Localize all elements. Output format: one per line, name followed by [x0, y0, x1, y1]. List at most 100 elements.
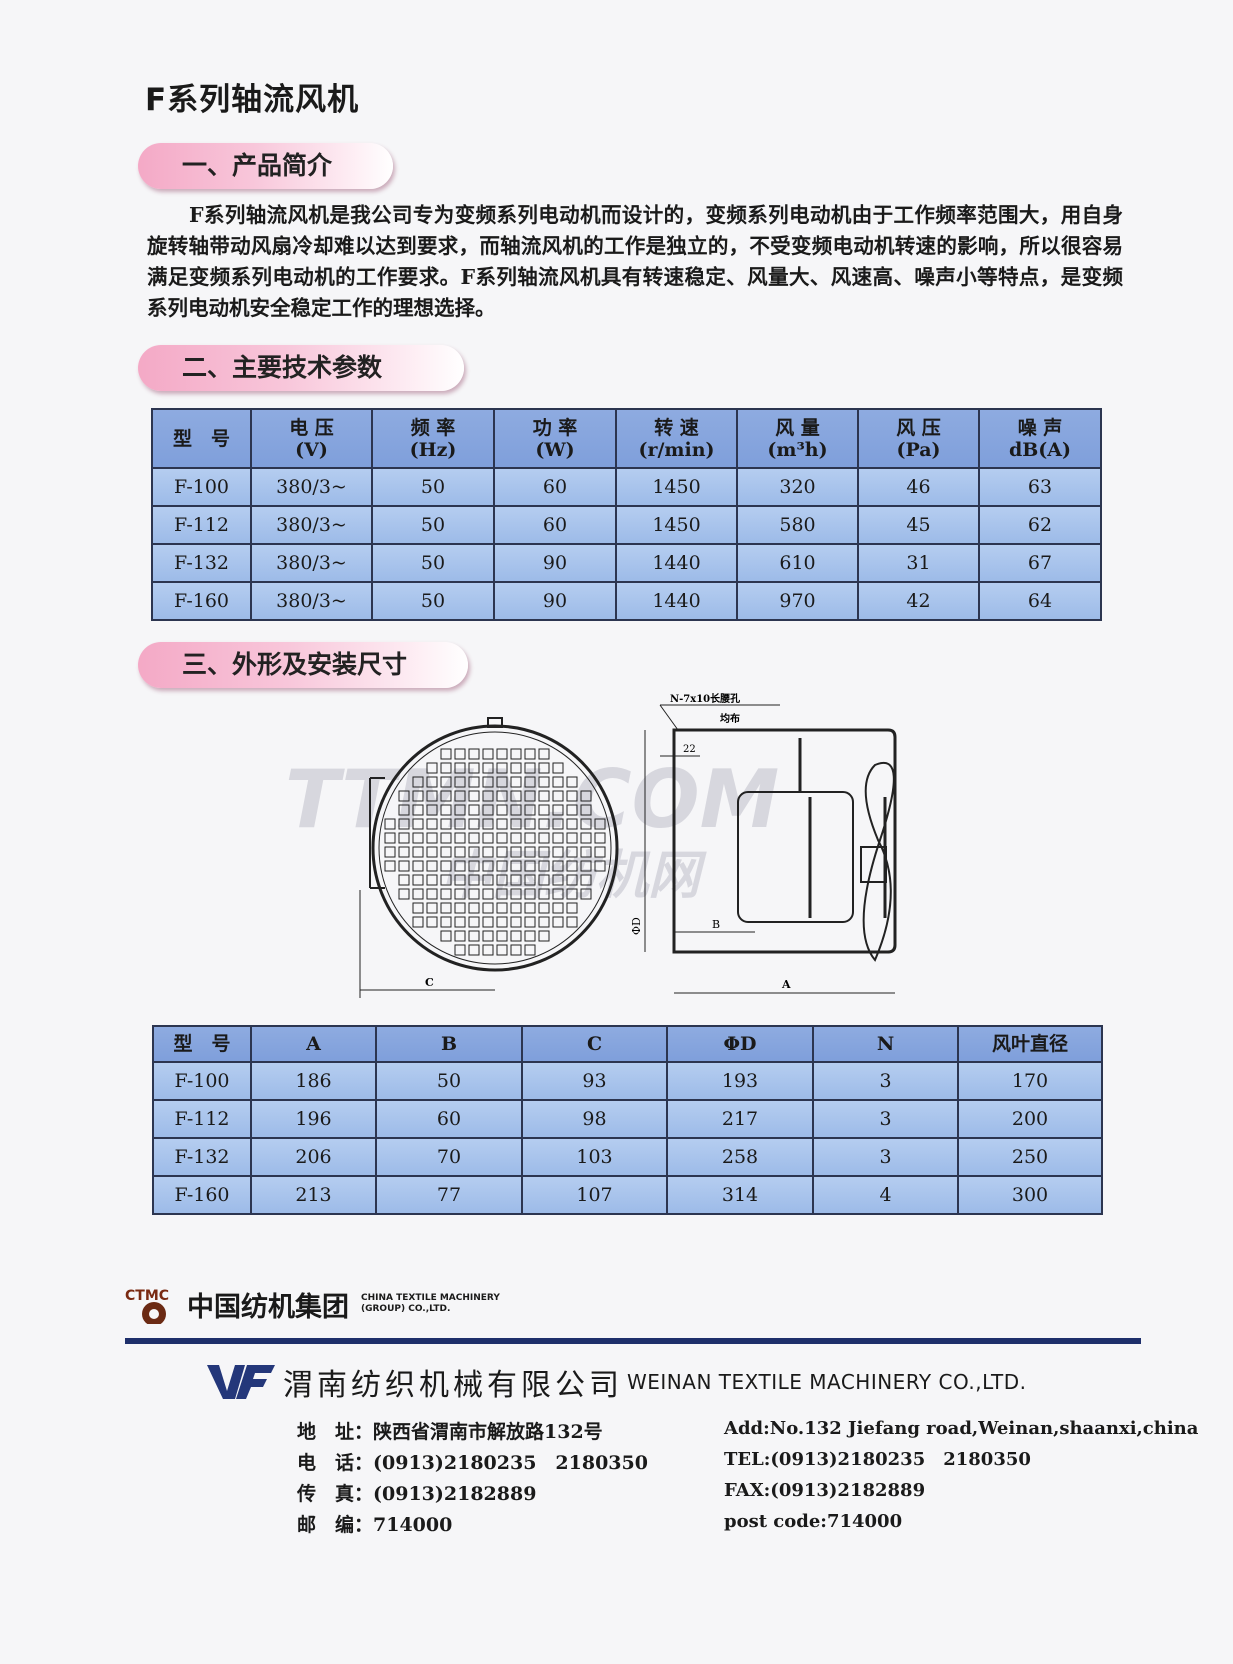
grille-square: [440, 776, 452, 788]
table-cell: 46: [857, 467, 980, 507]
contact-value: 714000: [373, 1514, 453, 1536]
table-cell: 610: [736, 543, 859, 583]
header-label: 风 压: [896, 416, 941, 439]
table-cell: F-112: [151, 505, 252, 545]
grille-square: [468, 804, 480, 816]
params-header-cell: 噪 声 dB(A): [978, 408, 1102, 469]
grille-square: [468, 930, 480, 942]
header-unit: dB(A): [1008, 438, 1072, 461]
table-cell: 258: [666, 1137, 814, 1177]
grille-square: [398, 860, 410, 872]
contact-label: 电 话：: [297, 1452, 374, 1474]
grille-square: [496, 846, 508, 858]
grille-square: [440, 846, 452, 858]
grille-square: [412, 804, 424, 816]
grille-square: [524, 944, 536, 956]
grille-square: [440, 762, 452, 774]
grille-square: [468, 790, 480, 802]
grille-square: [510, 860, 522, 872]
grille-square: [468, 748, 480, 760]
hole-note: N-7x10长腰孔: [670, 692, 740, 705]
contact-value: 陕西省渭南市解放路132号: [373, 1421, 603, 1443]
grille-square: [412, 902, 424, 914]
contact-label: 邮 编：: [297, 1514, 374, 1536]
grille-square: [426, 832, 438, 844]
grille-square: [538, 874, 550, 886]
page-title: F系列轴流风机: [145, 82, 360, 118]
table-cell: 186: [250, 1061, 377, 1101]
grille-square: [524, 846, 536, 858]
section-heading-dims: 三、外形及安装尺寸: [138, 642, 468, 688]
table-cell: 60: [375, 1099, 523, 1139]
grille-square: [440, 790, 452, 802]
grille-square: [468, 860, 480, 872]
grille-square: [594, 832, 606, 844]
header-unit: (m³h): [767, 438, 828, 461]
grille-square: [496, 874, 508, 886]
table-cell: 63: [978, 467, 1102, 507]
grille-square: [496, 790, 508, 802]
grille-square: [538, 846, 550, 858]
contact-line-cn: 传 真：(0913)2182889: [297, 1479, 648, 1510]
contact-label: 地 址：: [297, 1421, 374, 1443]
grille-square: [510, 930, 522, 942]
grille-square: [482, 944, 494, 956]
contact-line-en: TEL:(0913)2180235 2180350: [724, 1449, 1031, 1470]
grille-square: [398, 846, 410, 858]
grille-square: [454, 874, 466, 886]
table-cell: 62: [978, 505, 1102, 545]
dims-header-cell: A: [250, 1025, 377, 1063]
header-label: 功 率: [532, 416, 578, 439]
table-cell: 1450: [615, 505, 738, 545]
grille-square: [482, 860, 494, 872]
grille-square: [496, 818, 508, 830]
header-unit: (Pa): [896, 438, 941, 461]
grille-square: [496, 902, 508, 914]
grille-square: [538, 902, 550, 914]
dims-header-cell: N: [812, 1025, 959, 1063]
grille-square: [398, 804, 410, 816]
grille-square: [538, 776, 550, 788]
table-cell: 380/3~: [250, 505, 373, 545]
grille-square: [482, 916, 494, 928]
table-row: F-132 206 70 103 258 3 250: [152, 1137, 1103, 1177]
params-table: 型 号电 压 (V) 频 率 (Hz) 功 率 (W) 转 速 (r/min) 风 量 (m³h)…: [151, 408, 1102, 621]
grille-square: [538, 748, 550, 760]
grille-square: [468, 944, 480, 956]
grille-square: [580, 804, 592, 816]
grille-square: [482, 902, 494, 914]
grille-square: [510, 874, 522, 886]
grille-square: [454, 790, 466, 802]
table-cell: 250: [957, 1137, 1103, 1177]
grille-square: [454, 818, 466, 830]
table-cell: 103: [521, 1137, 668, 1177]
table-cell: 314: [666, 1175, 814, 1215]
grille-square: [566, 804, 578, 816]
table-cell: 380/3~: [250, 543, 373, 583]
grille-square: [524, 804, 536, 816]
contact-cn: 地 址：陕西省渭南市解放路132号电 话：(0913)2180235 21803…: [297, 1417, 648, 1541]
grille-square: [440, 916, 452, 928]
grille-square: [426, 860, 438, 872]
grille-square: [538, 804, 550, 816]
grille-square: [412, 776, 424, 788]
even-note: 均布: [720, 712, 740, 725]
header-unit: (r/min): [638, 438, 715, 461]
ctmc-gear-logo: CTMC: [125, 1288, 169, 1324]
front-view: [359, 717, 619, 998]
grille-square: [440, 748, 452, 760]
grille-square: [566, 874, 578, 886]
contact-line-en: Add:No.132 Jiefang road,Weinan,shaanxi,c…: [724, 1418, 1199, 1439]
grille-square: [552, 888, 564, 900]
header-label: 转 速: [654, 416, 699, 439]
grille-square: [482, 846, 494, 858]
table-cell: F-100: [151, 467, 252, 507]
grille-square: [538, 790, 550, 802]
grille-square: [594, 818, 606, 830]
grille-square: [524, 762, 536, 774]
table-cell: 42: [857, 581, 980, 621]
company-name-cn: 渭南纺织机械有限公司: [283, 1368, 623, 1403]
grille-square: [566, 888, 578, 900]
table-cell: 70: [375, 1137, 523, 1177]
grille-square: [496, 944, 508, 956]
